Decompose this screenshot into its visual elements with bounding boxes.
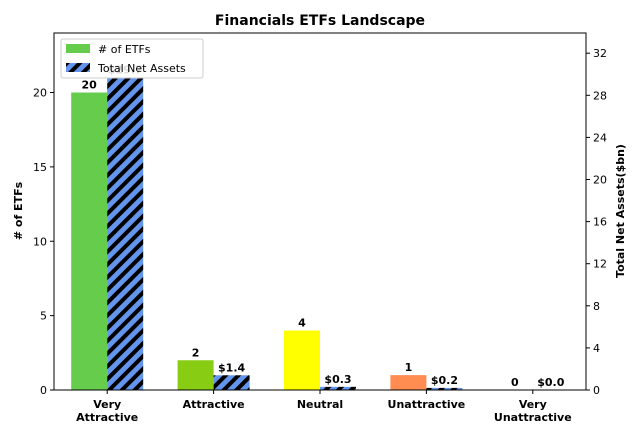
bar-assets-0 [107,77,144,391]
x-tick-label-3-0: Unattractive [388,398,466,411]
y-axis-label-left: # of ETFs [12,181,25,240]
legend-label-assets: Total Net Assets [97,62,186,75]
data-label-etfs-4: 0 [511,376,519,389]
bar-etfs-0 [71,92,108,390]
bar-etfs-1 [177,360,214,390]
y-right-tick-label-5: 20 [593,174,607,187]
y-right-tick-label-8: 32 [593,47,607,60]
left-axis: 0 5 10 15 20 [33,87,54,397]
y-right-tick-label-2: 8 [593,300,600,313]
bar-assets-3 [426,387,463,390]
data-label-assets-2: $0.3 [324,373,351,386]
x-tick-label-0-0: Very [93,398,121,411]
x-tick-label-2-0: Neutral [297,398,343,411]
bar-etfs-2 [284,330,320,390]
data-label-assets-3: $0.2 [431,374,458,387]
y-left-tick-label-2: 10 [33,235,47,248]
y-left-tick-label-1: 5 [40,310,47,323]
y-left-tick-label-4: 20 [33,87,47,100]
right-axis: 0 4 8 12 16 20 24 28 32 [586,47,607,397]
plot-frame [53,32,587,391]
data-label-assets-4: $0.0 [537,376,564,389]
data-labels-layer: 20$29.72$1.44$0.31$0.20$0.0 [82,63,565,389]
x-tick-label-4-0: Very [519,398,547,411]
y-right-tick-label-7: 28 [593,89,607,102]
legend-swatch-etfs [66,44,90,53]
legend: # of ETFs Total Net Assets [60,38,204,79]
data-label-assets-1: $1.4 [218,361,245,374]
y-left-tick-label-3: 15 [33,161,47,174]
legend-box [60,38,204,79]
data-label-etfs-1: 2 [192,346,200,359]
bar-etfs-3 [390,375,427,390]
y-right-tick-label-0: 0 [593,384,600,397]
y-left-tick-label-0: 0 [40,384,47,397]
x-tick-label-0-1: Attractive [76,411,138,424]
bar-assets-2 [320,386,356,390]
bars-layer [71,77,463,391]
data-label-etfs-3: 1 [405,361,413,374]
y-right-tick-label-3: 12 [593,258,607,271]
legend-label-etfs: # of ETFs [98,43,151,56]
y-axis-label-right: Total Net Assets($bn) [614,144,627,278]
y-right-tick-label-1: 4 [593,342,600,355]
chart-title: Financials ETFs Landscape [215,13,425,29]
y-right-tick-label-4: 16 [593,216,607,229]
bar-assets-1 [213,375,250,390]
y-right-tick-label-6: 24 [593,131,607,144]
x-tick-label-4-1: Unattractive [494,411,572,424]
data-label-etfs-0: 20 [82,79,98,92]
data-label-etfs-2: 4 [298,317,306,330]
x-tick-label-1-0: Attractive [183,398,245,411]
legend-swatch-assets [66,63,90,72]
